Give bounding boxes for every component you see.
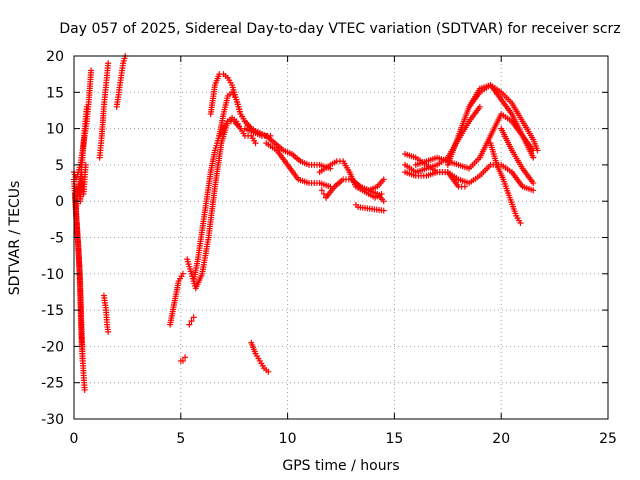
data-point [476, 103, 483, 110]
data-point [190, 314, 197, 321]
y-tick-label: 15 [46, 85, 64, 101]
data-point [530, 187, 537, 194]
data-point [88, 67, 95, 74]
data-point [320, 190, 327, 197]
data-point [252, 140, 259, 147]
data-point [318, 187, 325, 194]
data-point [82, 161, 89, 168]
data-point [380, 207, 387, 214]
x-tick-label: 15 [385, 431, 403, 447]
y-axis-label: SDTVAR / TECUs [7, 181, 23, 296]
data-point [461, 183, 468, 190]
chart-title: Day 057 of 2025, Sidereal Day-to-day VTE… [59, 21, 620, 37]
y-tick-label: -20 [41, 339, 64, 355]
y-tick-label: -10 [41, 267, 64, 283]
y-tick-label: -5 [50, 231, 64, 247]
x-tick-label: 25 [599, 431, 617, 447]
y-tick-label: 20 [46, 49, 64, 65]
data-point [105, 328, 112, 335]
y-tick-label: 0 [55, 194, 64, 210]
data-point [265, 368, 272, 375]
x-axis-label: GPS time / hours [282, 458, 399, 474]
x-tick-label: 5 [176, 431, 185, 447]
y-tick-label: 10 [46, 122, 64, 138]
x-tick-label: 20 [492, 431, 510, 447]
data-point [179, 270, 186, 277]
data-point [323, 194, 330, 201]
data-point [79, 357, 86, 364]
data-point [530, 154, 537, 161]
data-point [188, 317, 195, 324]
y-tick-label: -25 [41, 376, 64, 392]
axes: 0 5 10 15 20 25 -30 -25 -20 -15 -10 -5 0 5 10 15 20 [41, 49, 617, 447]
y-tick-label: 5 [55, 158, 64, 174]
data-point [263, 132, 270, 139]
data-point [534, 147, 541, 154]
data-point [186, 321, 193, 328]
x-tick-label: 0 [70, 431, 79, 447]
data-points [71, 53, 541, 393]
x-tick-label: 10 [279, 431, 297, 447]
data-point [380, 176, 387, 183]
y-tick-label: -30 [41, 412, 64, 428]
data-point [81, 386, 88, 393]
data-point [517, 219, 524, 226]
y-tick-label: -15 [41, 303, 64, 319]
data-point [179, 357, 186, 364]
data-point [182, 354, 189, 361]
data-point [83, 103, 90, 110]
data-point [380, 198, 387, 205]
data-point [530, 180, 537, 187]
data-point [105, 60, 112, 67]
